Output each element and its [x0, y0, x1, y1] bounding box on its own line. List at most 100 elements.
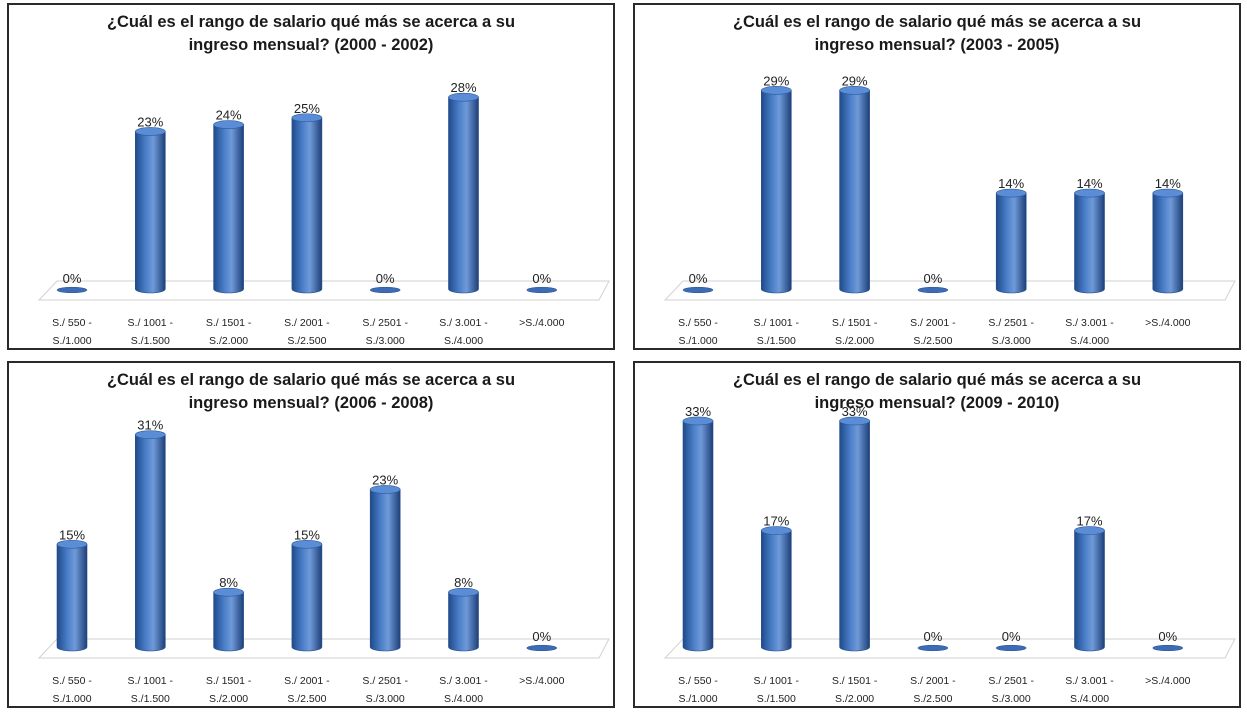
- data-label: 0%: [689, 271, 708, 286]
- bar: [995, 188, 1027, 294]
- bar: [1074, 526, 1105, 652]
- category-label: S./ 1001 -: [128, 317, 174, 329]
- category-label: S./ 2501 -: [988, 675, 1034, 687]
- data-label: 23%: [137, 114, 163, 129]
- data-label: 15%: [59, 527, 85, 542]
- data-label: 0%: [63, 271, 82, 286]
- bar: [761, 526, 792, 652]
- data-label: 8%: [219, 575, 238, 590]
- chart-title: ¿Cuál es el rango de salario qué más se …: [635, 11, 1239, 57]
- category-label: S./2.000: [835, 693, 874, 705]
- bar: [291, 113, 323, 294]
- chart-panel-2009-2010: ¿Cuál es el rango de salario qué más se …: [633, 361, 1241, 708]
- bar: [369, 286, 401, 294]
- category-label: S./2.500: [913, 693, 952, 705]
- chart-title: ¿Cuál es el rango de salario qué más se …: [9, 369, 613, 415]
- chart-title: ¿Cuál es el rango de salario qué más se …: [635, 369, 1239, 415]
- chart-floor: [663, 280, 1236, 301]
- category-label: S./ 550 -: [678, 675, 718, 687]
- bar: [682, 416, 714, 652]
- bar: [448, 587, 479, 652]
- data-label: 14%: [998, 176, 1024, 191]
- bar: [213, 587, 244, 652]
- category-label: S./2.000: [209, 335, 248, 347]
- category-label: S./ 1001 -: [128, 675, 174, 687]
- data-label: 0%: [376, 271, 395, 286]
- category-label: S./ 2001 -: [910, 675, 956, 687]
- category-label: S./4.000: [1070, 335, 1109, 347]
- category-label: S./ 2001 -: [910, 317, 956, 329]
- bar: [369, 485, 401, 652]
- bar: [917, 286, 949, 294]
- category-label: S./1.500: [131, 693, 170, 705]
- category-label: S./1.000: [678, 693, 717, 705]
- category-label: S./3.000: [366, 693, 405, 705]
- chart-title-line-2: ingreso mensual? (2000 - 2002): [188, 36, 434, 54]
- data-label: 23%: [372, 472, 398, 487]
- bar: [526, 644, 558, 652]
- bar-chart-svg: 0% S./ 550 - S./1.000 29% S./ 1001 - S./1.500…: [663, 73, 1236, 347]
- data-label: 17%: [1076, 514, 1102, 529]
- chart-title-line-1: ¿Cuál es el rango de salario qué más se …: [106, 13, 516, 31]
- chart-title-line-2: ingreso mensual? (2009 - 2010): [814, 394, 1060, 412]
- bar: [56, 539, 88, 652]
- category-label: S./2.500: [287, 335, 326, 347]
- data-label: 33%: [842, 404, 868, 419]
- bar: [213, 120, 244, 294]
- data-label: 29%: [842, 73, 868, 88]
- data-label: 15%: [294, 527, 320, 542]
- bar-chart-svg: 15% S./ 550 - S./1.000 31% S./ 1001 - S./1.50…: [37, 418, 610, 705]
- category-label: S./ 3.001 -: [1065, 317, 1114, 329]
- chart-floor: [37, 638, 610, 659]
- chart-panel-2003-2005: ¿Cuál es el rango de salario qué más se …: [633, 3, 1241, 350]
- bar-chart-svg: 33% S./ 550 - S./1.000 17% S./ 1001 - S./1.50…: [663, 404, 1236, 705]
- category-label: S./ 550 -: [52, 675, 92, 687]
- chart-title-line-1: ¿Cuál es el rango de salario qué más se …: [732, 371, 1142, 389]
- category-label: S./2.500: [913, 335, 952, 347]
- category-label: S./ 3.001 -: [439, 675, 488, 687]
- bar: [448, 92, 479, 294]
- category-label: S./ 1501 -: [832, 317, 878, 329]
- category-label: S./ 3.001 -: [439, 317, 488, 329]
- data-label: 29%: [763, 73, 789, 88]
- data-label: 0%: [924, 271, 943, 286]
- category-label: S./2.500: [287, 693, 326, 705]
- category-label: S./1.000: [52, 693, 91, 705]
- chart-floor: [663, 638, 1236, 659]
- chart-title-line-2: ingreso mensual? (2006 - 2008): [188, 394, 434, 412]
- chart-title-line-2: ingreso mensual? (2003 - 2005): [814, 36, 1060, 54]
- category-label: S./ 2501 -: [988, 317, 1034, 329]
- bar: [135, 430, 166, 652]
- bar: [1152, 188, 1184, 294]
- category-label: S./2.000: [835, 335, 874, 347]
- chart-title-line-1: ¿Cuál es el rango de salario qué más se …: [732, 13, 1142, 31]
- data-label: 0%: [532, 271, 551, 286]
- category-label: S./1.500: [757, 693, 796, 705]
- bar: [682, 286, 714, 294]
- data-label: 0%: [532, 629, 551, 644]
- chart-panel-2006-2008: ¿Cuál es el rango de salario qué más se …: [7, 361, 615, 708]
- category-label: S./2.000: [209, 693, 248, 705]
- bar: [1152, 644, 1184, 652]
- data-label: 24%: [216, 108, 242, 123]
- bar: [291, 539, 323, 652]
- category-label: S./1.500: [131, 335, 170, 347]
- data-label: 25%: [294, 101, 320, 116]
- bar: [839, 416, 870, 652]
- data-label: 0%: [1158, 629, 1177, 644]
- category-label: S./ 3.001 -: [1065, 675, 1114, 687]
- category-label: S./ 2501 -: [362, 675, 408, 687]
- bar: [135, 127, 166, 294]
- category-label: >S./4.000: [1145, 317, 1190, 329]
- category-label: >S./4.000: [1145, 675, 1190, 687]
- category-label: >S./4.000: [519, 675, 564, 687]
- bar: [56, 286, 88, 294]
- category-label: S./1.000: [678, 335, 717, 347]
- bar-chart-svg: 0% S./ 550 - S./1.000 23% S./ 1001 - S./1.500…: [37, 80, 610, 347]
- data-label: 28%: [450, 80, 476, 95]
- category-label: S./ 1001 -: [754, 317, 800, 329]
- bar: [995, 644, 1027, 652]
- category-label: S./ 550 -: [678, 317, 718, 329]
- chart-title-line-1: ¿Cuál es el rango de salario qué más se …: [106, 371, 516, 389]
- data-label: 14%: [1155, 176, 1181, 191]
